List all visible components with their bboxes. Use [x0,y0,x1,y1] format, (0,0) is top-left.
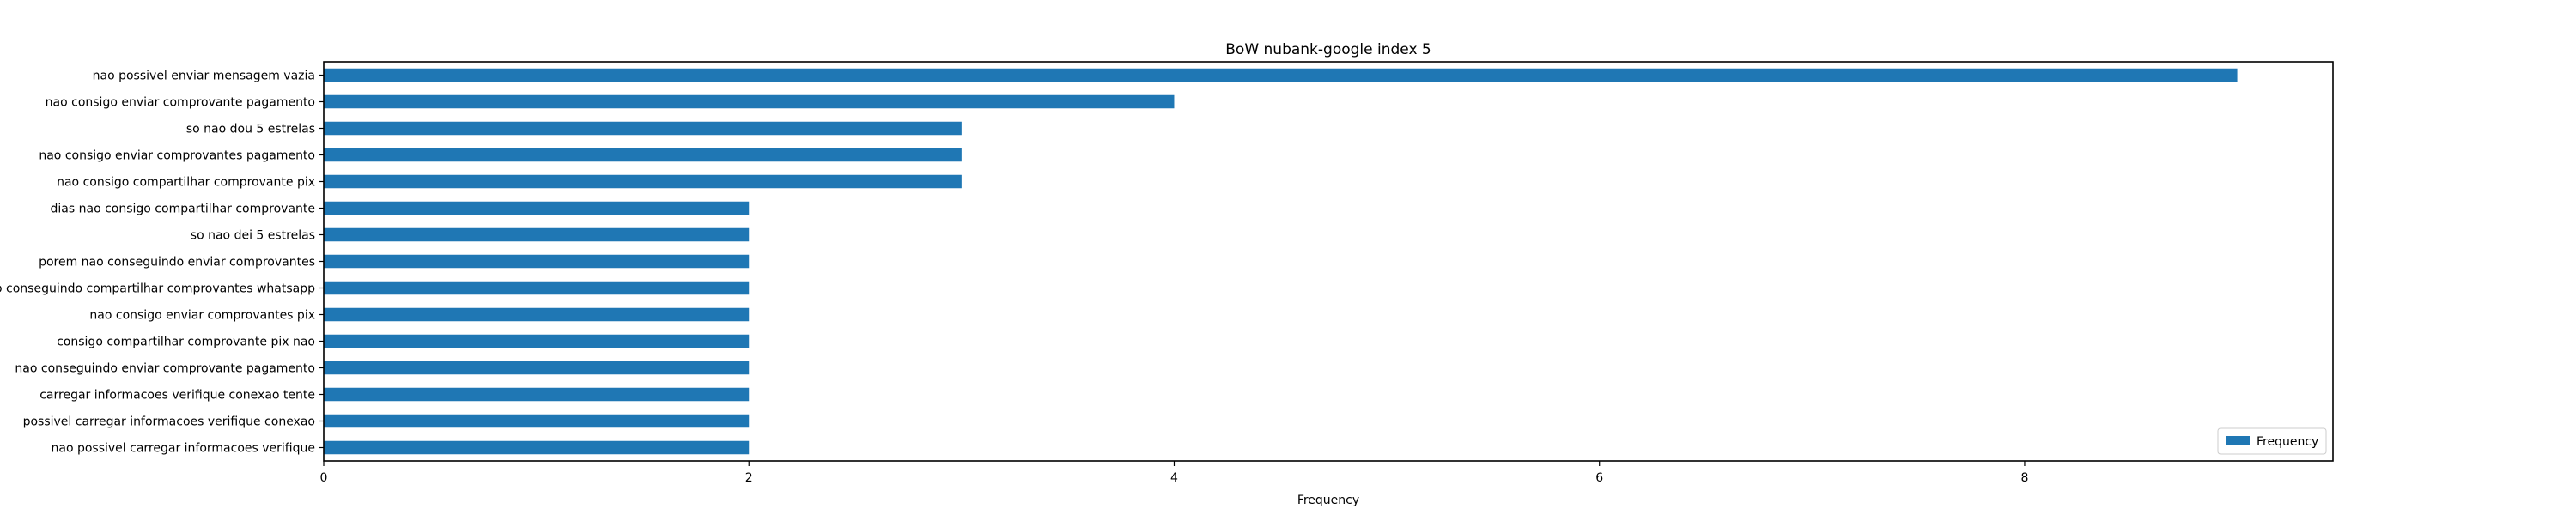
x-tick-label: 0 [320,471,328,485]
x-tick-label: 8 [2020,471,2028,485]
y-tick-label: nao consigo enviar comprovantes pagament… [39,149,315,163]
bar [324,307,750,322]
bar [324,68,2238,82]
legend-swatch [2226,436,2250,445]
y-tick-label: porem nao conseguindo enviar comprovante… [39,256,315,270]
bar [324,174,962,189]
y-tick-label: nao consigo enviar comprovantes pix [89,309,315,323]
bar [324,387,750,402]
bar [324,334,750,348]
y-tick-label: nao conseguindo compartilhar comprovante… [0,282,315,296]
y-tick-label: dias nao consigo compartilhar comprovant… [51,203,315,216]
bar [324,121,962,136]
x-tick-label: 2 [745,471,753,485]
x-tick-label: 6 [1595,471,1603,485]
bar [324,227,750,242]
legend-box [2217,427,2327,455]
y-axis-ticks: nao possivel enviar mensagem vazia nao co… [0,70,324,456]
bar [324,148,962,162]
bar [324,360,750,375]
y-tick-label: nao possivel enviar mensagem vazia [93,70,315,83]
y-tick-label: consigo compartilhar comprovante pix nao [57,336,315,349]
y-tick-label: nao conseguindo enviar comprovante pagam… [15,362,315,376]
legend: Frequency [2217,427,2327,455]
y-tick-label: so nao dei 5 estrelas [191,229,315,243]
bar [324,254,750,269]
x-axis-ticks: 0 2 4 6 8 [320,461,2028,485]
bars-layer [324,68,2238,455]
y-tick-label: carregar informacoes verifique conexao t… [39,389,315,403]
bar [324,94,1175,109]
y-tick-label: nao possivel carregar informacoes verifi… [52,442,316,456]
axes-frame [323,61,2334,462]
bar [324,414,750,428]
x-tick-label: 4 [1170,471,1178,485]
chart-title: BoW nubank-google index 5 [1225,41,1431,58]
y-tick-label: so nao dou 5 estrelas [186,123,315,136]
y-tick-label: possivel carregar informacoes verifique … [23,415,315,429]
bar [324,281,750,295]
y-tick-label: nao consigo compartilhar comprovante pix [57,176,315,190]
legend-label: Frequency [2257,435,2318,449]
y-tick-label: nao consigo enviar comprovante pagamento [46,96,315,110]
x-axis-label: Frequency [1297,494,1359,507]
bar [324,440,750,455]
bar [324,201,750,215]
